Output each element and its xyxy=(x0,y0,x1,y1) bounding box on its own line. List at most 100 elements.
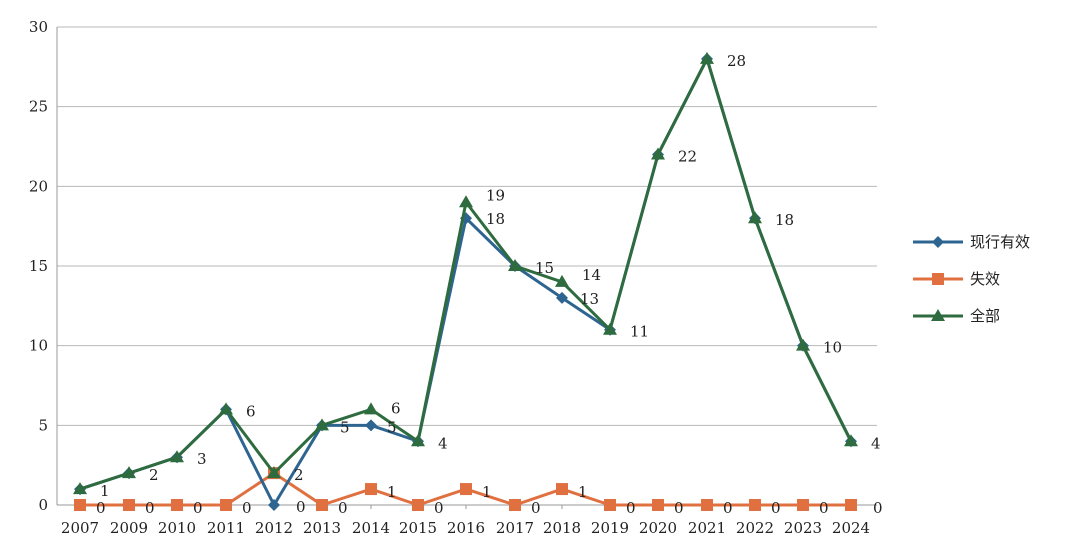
data-point xyxy=(315,418,329,431)
x-tick-label: 2007 xyxy=(61,519,99,537)
data-label: 13 xyxy=(580,290,599,308)
data-label: 0 xyxy=(626,499,636,517)
x-tick-label: 2023 xyxy=(784,519,822,537)
data-point xyxy=(74,499,86,511)
y-tick-label: 0 xyxy=(38,496,48,514)
data-point xyxy=(701,499,713,511)
x-tick-label: 2018 xyxy=(543,519,581,537)
data-point xyxy=(845,499,857,511)
data-point xyxy=(509,499,521,511)
data-label: 22 xyxy=(678,147,697,165)
data-label: 2 xyxy=(149,466,159,484)
x-tick-label: 2010 xyxy=(158,519,196,537)
data-point xyxy=(364,402,378,415)
data-label: 0 xyxy=(723,499,733,517)
y-tick-label: 15 xyxy=(29,257,48,275)
x-tick-label: 2011 xyxy=(207,519,245,537)
x-tick-label: 2012 xyxy=(255,519,293,537)
x-tick-label: 2013 xyxy=(303,519,341,537)
series-line-all xyxy=(79,57,853,491)
x-tick-label: 2019 xyxy=(591,519,629,537)
data-point xyxy=(170,450,184,463)
data-label: 11 xyxy=(630,323,649,341)
data-label: 0 xyxy=(338,499,348,517)
data-label: 1 xyxy=(100,482,110,500)
data-point xyxy=(219,402,233,415)
data-label: 28 xyxy=(727,52,746,70)
data-label: 0 xyxy=(145,499,155,517)
data-point xyxy=(73,482,87,495)
data-label: 0 xyxy=(674,499,684,517)
data-label: 5 xyxy=(387,418,397,436)
data-point xyxy=(316,499,328,511)
data-label: 0 xyxy=(771,499,781,517)
data-label: 0 xyxy=(96,499,106,517)
data-label: 1 xyxy=(387,483,397,501)
data-point xyxy=(268,499,280,511)
data-point xyxy=(412,499,424,511)
data-label: 18 xyxy=(486,210,505,228)
data-point xyxy=(844,434,858,447)
data-point xyxy=(748,211,762,224)
data-label: 0 xyxy=(193,499,203,517)
data-point xyxy=(796,338,810,351)
data-point xyxy=(555,274,569,287)
x-tick-label: 2009 xyxy=(110,519,148,537)
data-point xyxy=(460,483,472,496)
x-tick-label: 2017 xyxy=(496,519,534,537)
data-point xyxy=(700,51,714,64)
data-label: 19 xyxy=(486,186,505,204)
data-point xyxy=(604,499,616,511)
data-label: 3 xyxy=(197,450,207,468)
data-label: 4 xyxy=(438,434,448,452)
data-point xyxy=(267,466,281,479)
data-label: 0 xyxy=(242,499,252,517)
x-tick-label: 2021 xyxy=(688,519,726,537)
data-label: 1 xyxy=(578,483,588,501)
x-tick-label: 2016 xyxy=(447,519,485,537)
data-point xyxy=(651,147,665,160)
data-label: 4 xyxy=(871,434,881,452)
data-label: 0 xyxy=(819,499,829,517)
data-label: 1 xyxy=(482,483,492,501)
data-label: 10 xyxy=(823,339,842,357)
data-point xyxy=(365,419,377,432)
legend-label: 全部 xyxy=(970,307,1000,325)
y-tick-label: 30 xyxy=(29,18,48,36)
legend-marker xyxy=(932,236,944,248)
gridlines xyxy=(57,26,877,426)
data-label: 5 xyxy=(340,418,350,436)
y-tick-label: 20 xyxy=(29,177,48,195)
data-point xyxy=(122,466,136,479)
data-point xyxy=(797,499,809,511)
data-label: 0 xyxy=(531,499,541,517)
legend-marker xyxy=(932,273,944,285)
data-label: 2 xyxy=(294,466,304,484)
data-label: 6 xyxy=(391,399,401,417)
data-point xyxy=(749,499,761,511)
series-layer xyxy=(73,51,858,511)
data-label: 0 xyxy=(873,499,883,517)
legend-label: 失效 xyxy=(970,270,1000,288)
y-tick-label: 5 xyxy=(38,416,48,434)
data-label: 0 xyxy=(296,498,306,516)
data-point xyxy=(556,483,568,496)
data-point xyxy=(556,291,568,304)
data-point xyxy=(411,434,425,447)
data-label: 14 xyxy=(582,266,601,284)
data-label: 18 xyxy=(775,211,794,229)
data-point xyxy=(171,499,183,511)
legend-marker xyxy=(931,309,945,321)
data-point xyxy=(603,322,617,335)
data-point xyxy=(459,195,473,208)
x-tick-label: 2014 xyxy=(352,519,390,537)
y-tick-label: 10 xyxy=(29,337,48,355)
data-point xyxy=(652,499,664,511)
x-tick-label: 2024 xyxy=(832,519,870,537)
x-tick-label: 2020 xyxy=(639,519,677,537)
y-tick-label: 25 xyxy=(29,98,48,116)
x-tick-label: 2022 xyxy=(736,519,774,537)
